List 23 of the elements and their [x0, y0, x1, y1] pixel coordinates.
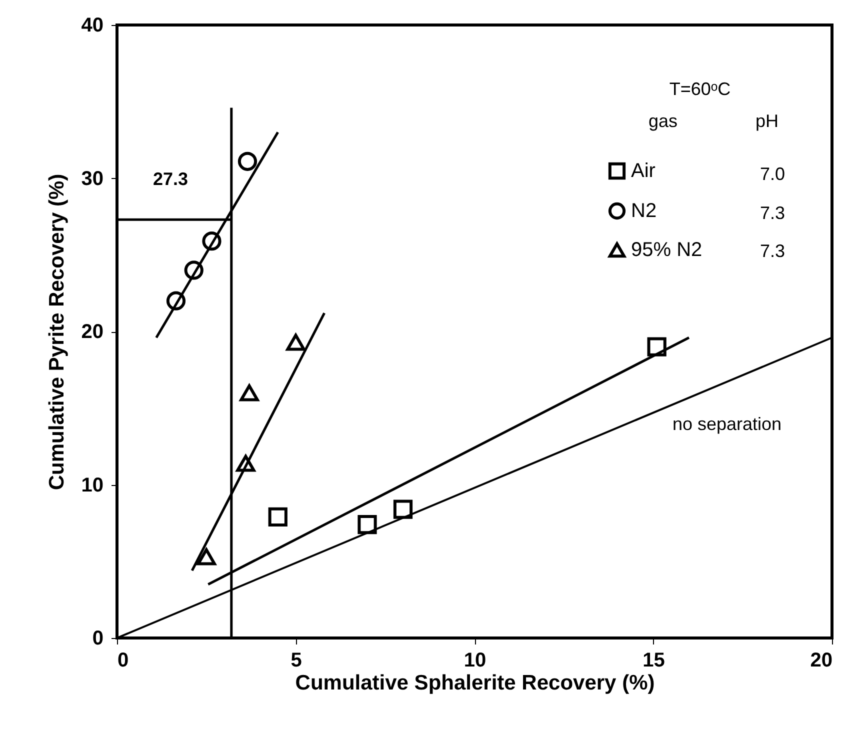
x-tick-label: 15 [642, 650, 665, 672]
annotation: T=60ᵒC [669, 79, 731, 99]
x-axis-title: Cumulative Sphalerite Recovery (%) [295, 672, 655, 694]
annotation: pH [755, 111, 779, 131]
annotation: 27.3 [153, 169, 188, 189]
legend-label: N2 [631, 200, 657, 222]
y-tick-label: 30 [81, 168, 104, 190]
y-tick-label: 0 [92, 628, 104, 650]
annotation: 7.3 [760, 203, 785, 223]
legend-label: 95% N2 [631, 239, 702, 261]
series-label: no separation [672, 414, 782, 434]
y-axis-title: Cumulative Pyrite Recovery (%) [45, 174, 68, 490]
x-tick-label: 5 [290, 650, 302, 672]
annotation: 7.0 [760, 164, 785, 184]
y-tick-label: 20 [81, 321, 104, 343]
y-tick-label: 40 [81, 14, 104, 36]
x-tick-label: 20 [810, 650, 832, 672]
x-tick-label: 0 [118, 650, 129, 672]
annotation: 7.3 [760, 241, 785, 261]
legend-label: Air [631, 160, 656, 182]
annotation: gas [648, 111, 678, 131]
x-tick-label: 10 [464, 650, 486, 672]
y-tick-label: 10 [81, 474, 104, 496]
